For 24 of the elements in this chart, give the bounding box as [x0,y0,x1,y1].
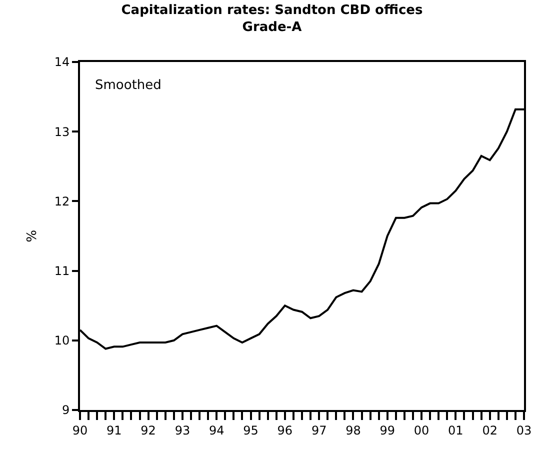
x-tick-label: 96 [277,423,293,438]
x-tick-label: 94 [208,423,224,438]
x-tick-label: 00 [414,423,430,438]
x-tick-label: 97 [311,423,327,438]
x-tick-label: 93 [174,423,190,438]
y-tick-label: 9 [62,403,70,418]
y-axis-title: % [24,230,40,242]
y-tick-label: 13 [54,124,70,139]
x-tick-label: 92 [140,423,156,438]
x-tick-label: 01 [448,423,464,438]
chart-title: Capitalization rates: Sandton CBD offices [121,3,423,18]
x-tick-label: 95 [243,423,258,438]
annotation: Smoothed [95,78,162,93]
x-tick-label: 03 [516,423,532,438]
y-tick-label: 12 [54,194,70,208]
x-tick-label: 98 [346,423,361,438]
x-tick-label: 91 [106,423,122,438]
chart-subtitle: Grade-A [242,20,302,35]
x-tick-label: 02 [482,423,498,438]
x-tick-label: 99 [380,423,396,438]
y-tick-label: 10 [54,334,70,348]
y-tick-label: 14 [54,55,70,70]
x-tick-label: 90 [72,423,88,438]
y-tick-label: 11 [54,264,70,278]
